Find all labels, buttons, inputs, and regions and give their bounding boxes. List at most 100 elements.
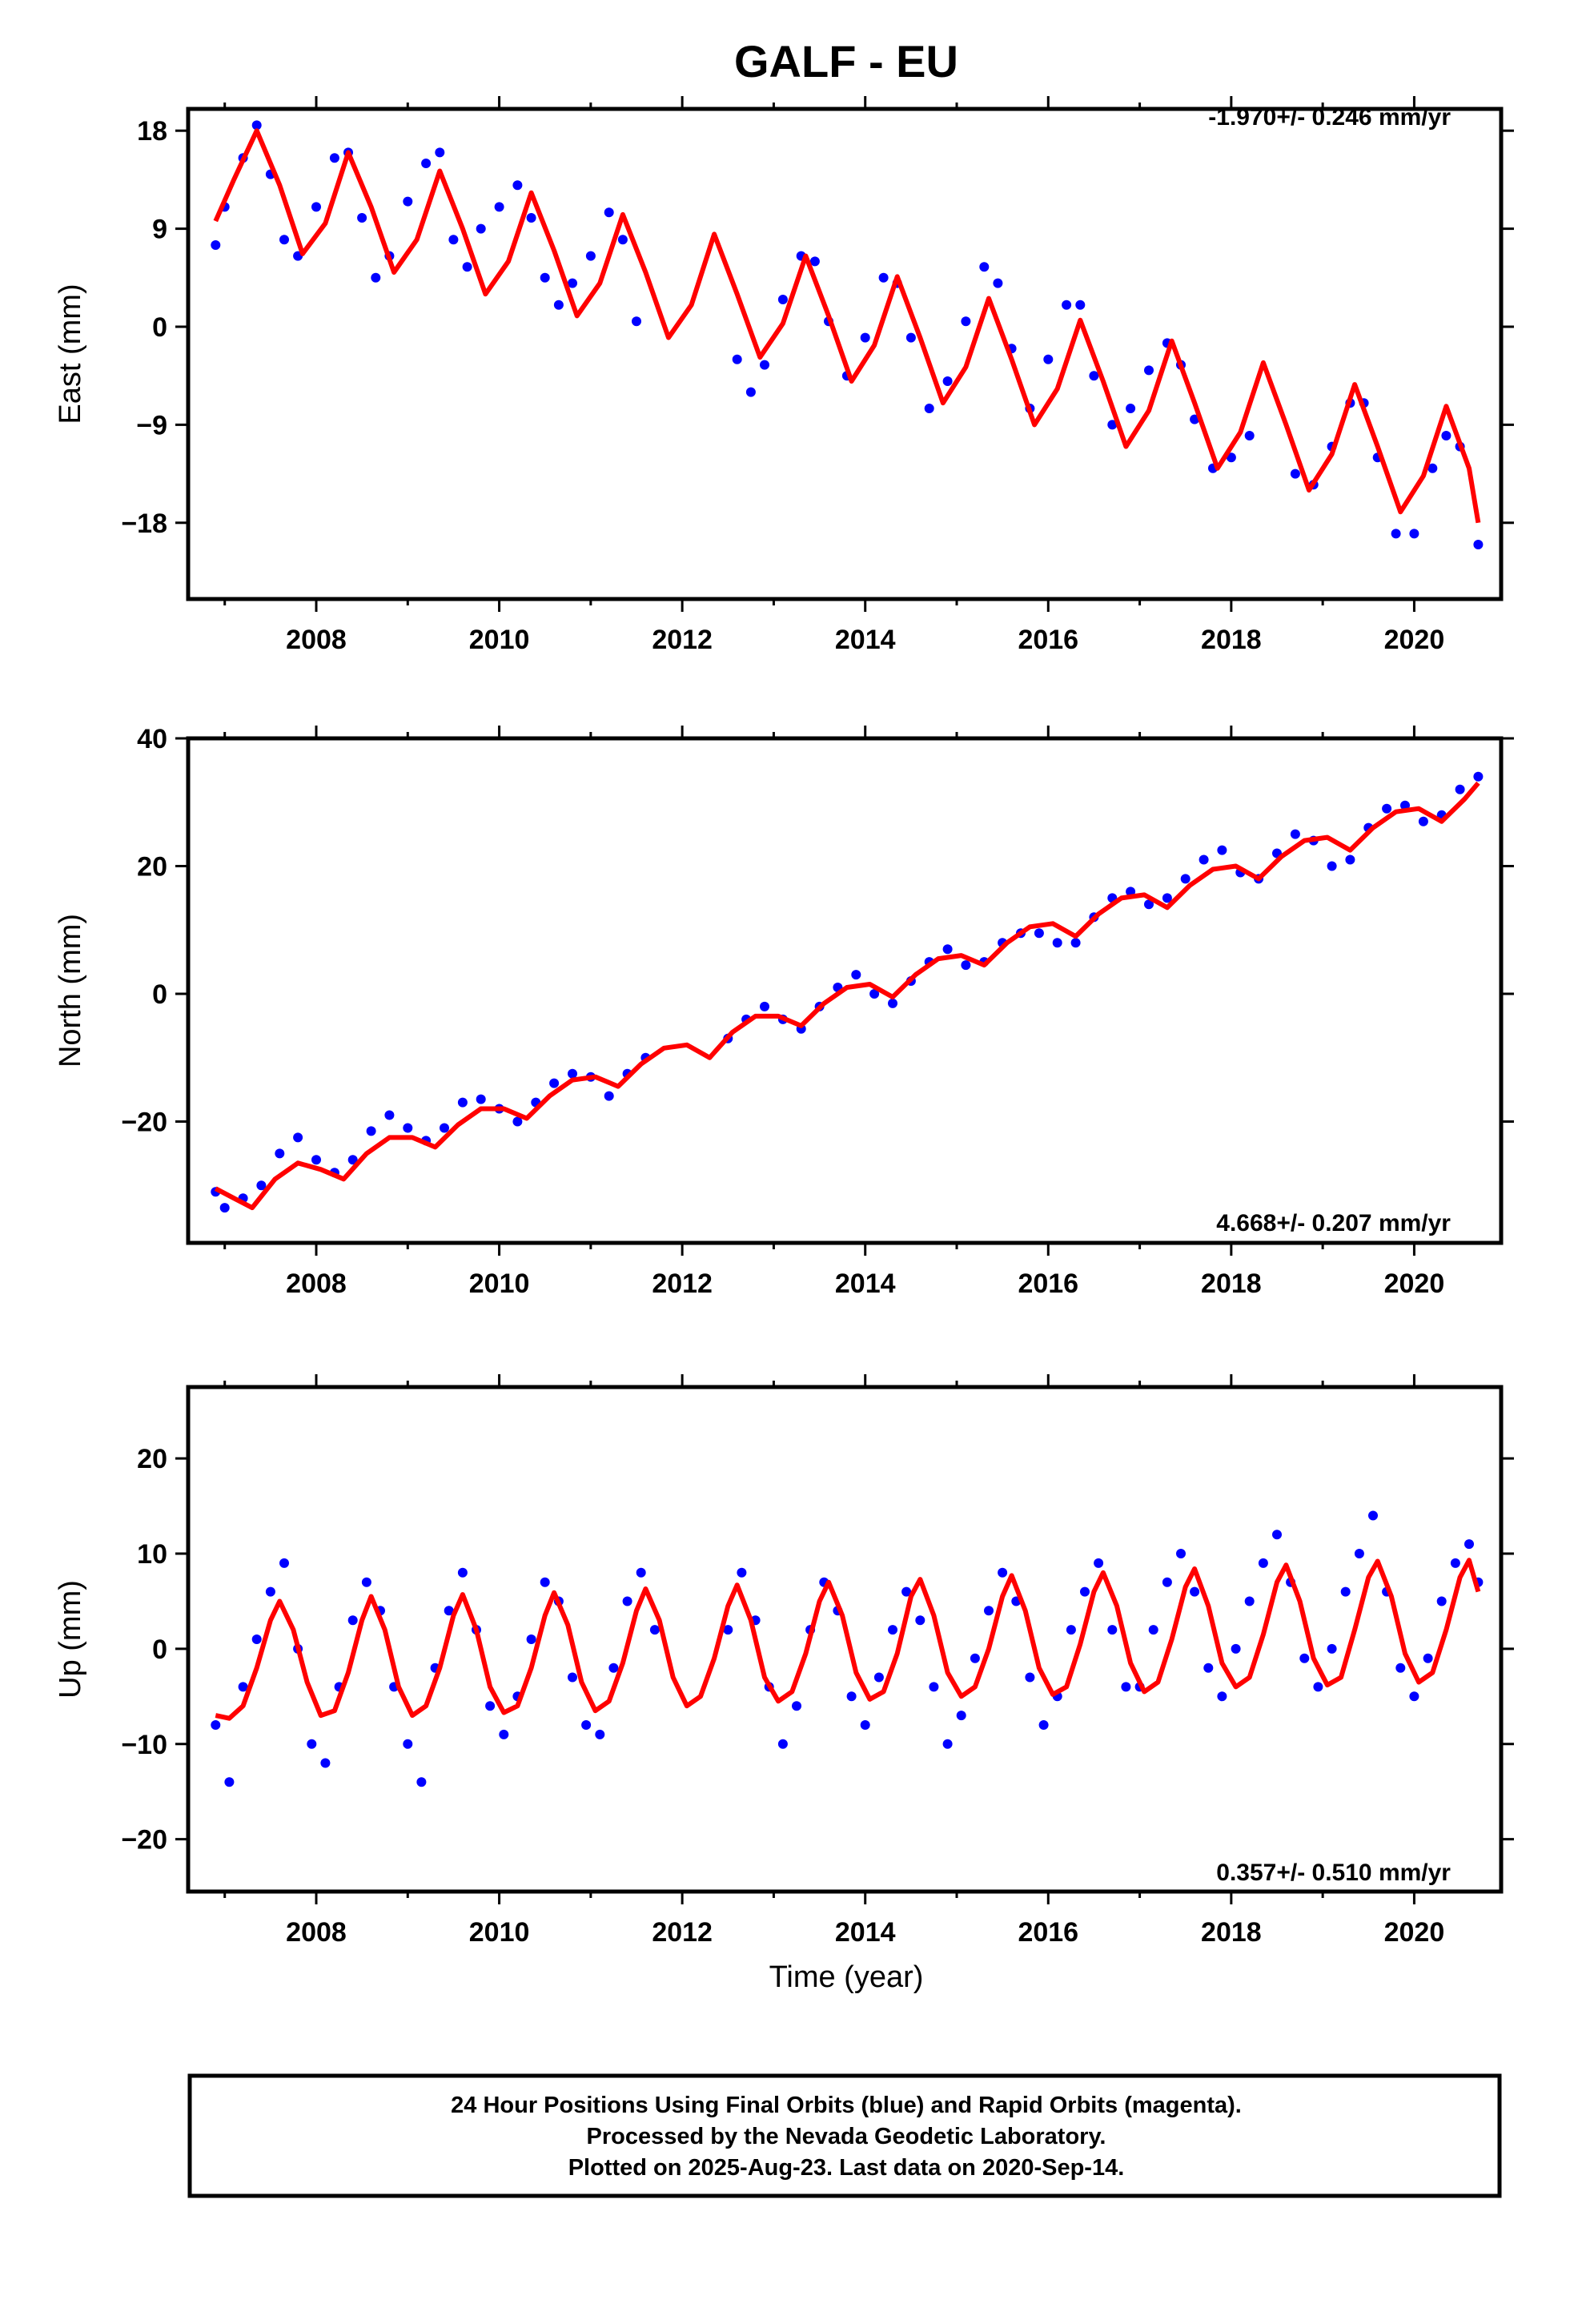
east-y-tick-label: −9 xyxy=(136,410,167,440)
up-data-point xyxy=(224,1777,235,1787)
north-data-point xyxy=(256,1180,267,1191)
up-data-point xyxy=(485,1701,496,1711)
north-data-point xyxy=(1382,803,1392,814)
north-data-point xyxy=(1162,893,1172,903)
east-x-tick-label: 2010 xyxy=(469,625,530,655)
up-data-point xyxy=(860,1720,870,1730)
up-data-point xyxy=(1368,1510,1378,1521)
up-data-point xyxy=(1436,1596,1447,1606)
up-data-point xyxy=(595,1729,605,1739)
up-data-point xyxy=(403,1739,413,1749)
north-data-point xyxy=(476,1094,486,1104)
east-x-tick-label: 2014 xyxy=(835,625,896,655)
east-ylabel: East (mm) xyxy=(54,283,87,424)
north-points xyxy=(211,771,1484,1213)
north-axes: 2008 2010 2012 2014 2016 2018 2020 40 20 0 −20 xyxy=(121,724,1514,1299)
up-data-point xyxy=(251,1634,262,1644)
caption-box: 24 Hour Positions Using Final Orbits (bl… xyxy=(187,2073,1502,2198)
east-data-point xyxy=(979,262,990,272)
east-x-tick-label: 2016 xyxy=(1018,625,1078,655)
up-data-point xyxy=(1190,1586,1200,1597)
north-data-point xyxy=(869,989,880,999)
east-data-point xyxy=(585,251,596,261)
east-data-point xyxy=(568,278,577,288)
east-data-point xyxy=(809,256,820,267)
east-data-point xyxy=(279,235,289,245)
up-data-point xyxy=(1423,1653,1433,1663)
caption-frame xyxy=(187,2073,1502,2198)
east-axes: 2008 2010 2012 2014 2016 2018 2020 18 9 0 −9 −18 xyxy=(121,96,1514,655)
up-model-line xyxy=(215,1558,1481,1721)
up-y-tick-label: −10 xyxy=(121,1730,167,1760)
north-data-point xyxy=(851,970,861,980)
north-x-tick-label: 2020 xyxy=(1384,1269,1445,1299)
up-data-point xyxy=(723,1625,733,1635)
up-data-point xyxy=(1217,1691,1227,1702)
east-data-point xyxy=(878,272,889,283)
east-y-tick-label: 0 xyxy=(152,312,167,343)
north-data-point xyxy=(568,1068,577,1079)
east-data-point xyxy=(357,213,367,223)
up-data-point xyxy=(1162,1577,1172,1587)
east-data-point xyxy=(462,262,472,272)
up-data-point xyxy=(457,1567,468,1578)
up-data-point xyxy=(1299,1653,1310,1663)
up-data-point xyxy=(929,1682,939,1692)
east-data-point xyxy=(526,213,536,223)
east-data-point xyxy=(251,120,262,131)
north-data-point xyxy=(366,1126,376,1136)
up-data-point xyxy=(970,1653,980,1663)
up-data-point xyxy=(1395,1663,1406,1673)
up-model-curve xyxy=(215,1558,1481,1721)
up-x-tick-label: 2012 xyxy=(652,1917,713,1948)
north-data-point xyxy=(549,1078,560,1088)
east-x-tick-label: 2008 xyxy=(286,625,347,655)
north-x-tick-label: 2018 xyxy=(1201,1269,1262,1299)
east-data-point xyxy=(732,354,742,364)
east-data-point xyxy=(1089,371,1099,381)
east-data-point xyxy=(448,235,459,245)
up-x-tick-label: 2008 xyxy=(286,1917,347,1948)
chart-title: GALF - EU xyxy=(734,36,958,86)
up-x-tick-label: 2010 xyxy=(469,1917,530,1948)
north-data-point xyxy=(1327,861,1337,871)
east-data-point xyxy=(311,202,321,212)
north-data-point xyxy=(961,960,971,971)
up-ylabel: Up (mm) xyxy=(54,1580,87,1699)
east-data-point xyxy=(1427,463,1438,473)
north-data-point xyxy=(384,1110,395,1120)
up-data-point xyxy=(1354,1549,1364,1558)
east-data-point xyxy=(617,235,628,245)
east-data-point xyxy=(632,316,641,327)
east-data-point xyxy=(512,180,523,191)
up-data-point xyxy=(416,1777,427,1787)
north-data-point xyxy=(760,1001,769,1011)
up-data-point xyxy=(1272,1530,1282,1540)
east-data-point xyxy=(905,332,916,343)
north-data-point xyxy=(1473,771,1484,782)
north-y-tick-label: 20 xyxy=(137,851,167,882)
east-data-point xyxy=(1290,468,1300,479)
up-data-point xyxy=(1409,1691,1419,1702)
east-data-point xyxy=(494,202,504,212)
north-data-point xyxy=(1070,938,1081,948)
up-data-point xyxy=(1038,1720,1049,1730)
up-frame xyxy=(186,1385,1504,1894)
up-data-point xyxy=(1244,1596,1255,1606)
panel-east: 2008 2010 2012 2014 2016 2018 2020 18 9 0 −9 −18 Ea… xyxy=(54,96,1514,655)
east-x-tick-label: 2020 xyxy=(1384,625,1445,655)
north-x-tick-label: 2008 xyxy=(286,1269,347,1299)
east-frame xyxy=(186,107,1504,601)
up-data-point xyxy=(649,1625,660,1635)
east-data-point xyxy=(1043,354,1054,364)
up-data-point xyxy=(347,1615,358,1626)
north-y-tick-label: 40 xyxy=(137,724,167,754)
north-data-point xyxy=(1217,845,1227,855)
up-data-point xyxy=(1464,1539,1474,1550)
east-data-point xyxy=(1062,300,1072,310)
east-rate-label: -1.970+/- 0.246 mm/yr xyxy=(1208,104,1451,131)
up-data-point xyxy=(1340,1586,1351,1597)
east-data-point xyxy=(942,376,953,386)
north-data-point xyxy=(219,1203,230,1213)
